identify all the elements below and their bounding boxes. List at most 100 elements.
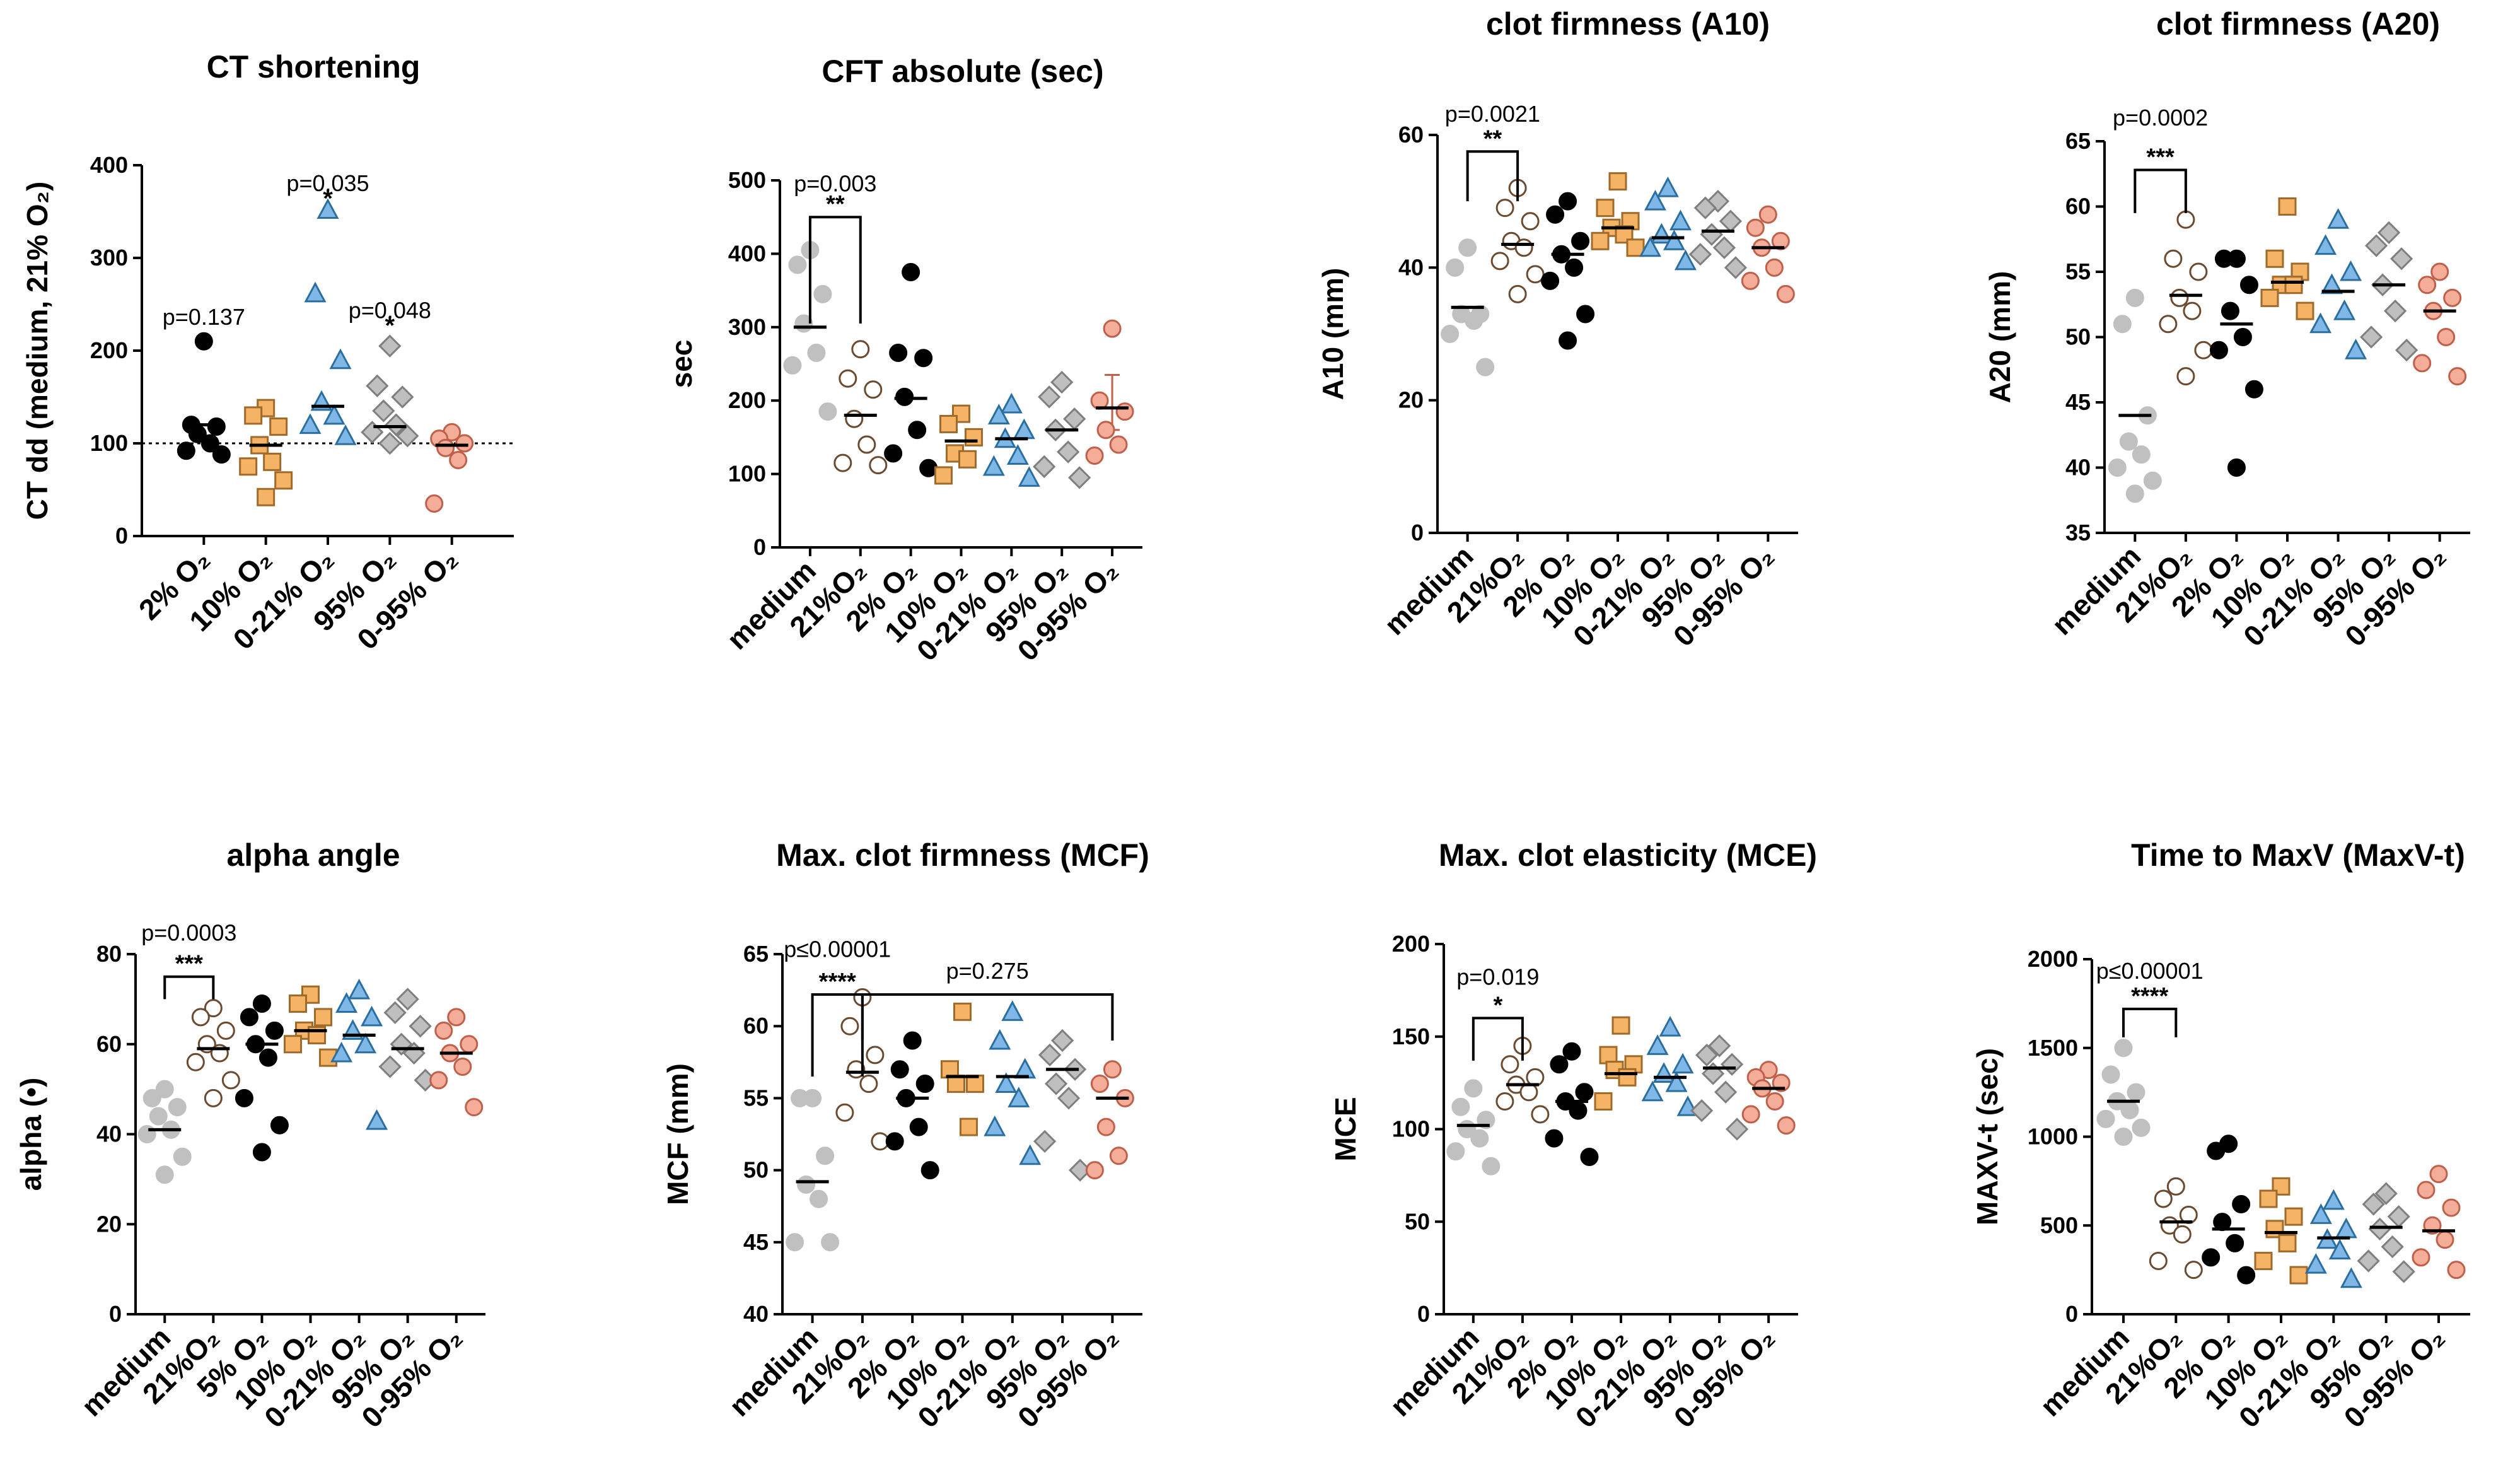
data-point [2232, 1194, 2251, 1213]
data-point [953, 1002, 972, 1021]
chart-title: alpha angle [226, 837, 400, 873]
y-tick-label: 1500 [2028, 1035, 2078, 1061]
data-point [1665, 1071, 1688, 1092]
y-axis-label: MCE [1329, 1097, 1362, 1161]
data-point [385, 413, 408, 436]
data-point [2322, 1189, 2345, 1210]
y-tick-label: 2000 [2028, 946, 2078, 972]
data-point [186, 1053, 205, 1071]
data-point [939, 414, 958, 433]
data-point [2389, 247, 2413, 271]
data-point [335, 992, 358, 1013]
y-tick-label: 200 [728, 387, 766, 413]
data-point [958, 450, 977, 469]
chart-panel-4: clot firmness (A20) 35 40 45 50 55 60 65 A20 (mm… [1983, 6, 2470, 653]
data-point [1669, 209, 1692, 231]
data-point [909, 1117, 928, 1136]
data-point [987, 404, 1010, 424]
data-point [348, 978, 371, 1000]
data-point [791, 1088, 810, 1107]
data-point [173, 1147, 192, 1166]
data-point [1096, 421, 1115, 440]
data-point [409, 1015, 432, 1038]
y-tick-label: 300 [728, 314, 766, 340]
data-point [1765, 1092, 1784, 1111]
y-tick-label: 40 [2065, 455, 2091, 481]
data-point [155, 1165, 174, 1184]
data-point [1594, 1092, 1613, 1111]
y-tick-label: 200 [90, 337, 128, 363]
y-tick-label: 65 [743, 941, 769, 967]
y-tick-label: 0 [115, 523, 128, 549]
data-point [2114, 1128, 2133, 1146]
data-point [1508, 284, 1527, 303]
data-point [2221, 301, 2239, 320]
y-tick-label: 40 [1398, 254, 1424, 280]
data-point [149, 1107, 168, 1126]
data-point [2173, 1225, 2192, 1244]
data-point [1090, 391, 1109, 410]
data-point [1599, 1046, 1618, 1065]
data-point [920, 1161, 939, 1180]
data-point [378, 334, 402, 358]
data-point [2183, 301, 2202, 320]
data-point [314, 1008, 332, 1027]
data-point [1644, 189, 1666, 211]
data-point [2368, 1217, 2391, 1241]
data-point [2374, 1182, 2398, 1205]
data-point [1724, 256, 1748, 279]
data-point [1765, 258, 1784, 277]
data-point [1501, 1055, 1519, 1074]
data-point [2333, 299, 2356, 320]
data-point [2392, 1260, 2415, 1283]
data-point [2340, 260, 2362, 281]
data-point [890, 1060, 909, 1079]
data-point [2164, 249, 2183, 268]
data-point [2447, 1261, 2466, 1280]
chart-panel-6: Max. clot firmness (MCF) 40 45 50 55 60 65 MCF … [661, 837, 1149, 1434]
data-point [1550, 1055, 1569, 1074]
data-point [1050, 1029, 1074, 1053]
data-point [2309, 312, 2332, 334]
data-point [258, 1048, 277, 1067]
data-point [1565, 258, 1584, 277]
data-point [884, 444, 903, 463]
data-point [2381, 1235, 2404, 1259]
data-point [361, 1005, 383, 1027]
chart-title: clot firmness (A10) [1486, 6, 1770, 42]
data-point [2314, 234, 2337, 255]
significance-bracket [2122, 1007, 2178, 1037]
data-point [354, 1032, 377, 1054]
data-point [1446, 1142, 1465, 1161]
data-point [1690, 1099, 1714, 1123]
data-point [265, 1021, 284, 1040]
data-point [378, 1055, 402, 1078]
data-point [191, 1008, 210, 1027]
data-point [839, 369, 857, 388]
data-point [2101, 1065, 2120, 1084]
data-point [1559, 192, 1577, 211]
y-axis-label: CT dd (medium, 21% O₂) [21, 182, 54, 520]
data-point [1000, 392, 1023, 414]
data-point [235, 1088, 253, 1107]
data-point [1063, 407, 1086, 431]
data-point [425, 494, 444, 513]
data-point [316, 198, 339, 219]
data-point [2309, 1203, 2332, 1224]
y-tick-label: 35 [2065, 520, 2091, 545]
y-tick-label: 20 [96, 1211, 122, 1237]
y-axis-label: A20 (mm) [1983, 271, 2016, 404]
y-tick-label: 1000 [2028, 1124, 2078, 1150]
y-tick-label: 100 [90, 430, 128, 456]
data-point [221, 1071, 240, 1090]
data-point [2364, 234, 2388, 257]
data-point [2132, 1118, 2151, 1137]
data-point [2259, 1189, 2278, 1208]
data-point [366, 1109, 388, 1130]
data-point [1546, 205, 1565, 224]
significance-stars: ** [826, 191, 845, 218]
chart-panel-7: Max. clot elasticity (MCE) 0 50 100 150 200 MC… [1329, 837, 1817, 1434]
data-point [2149, 1252, 2168, 1271]
data-point [1575, 1083, 1594, 1102]
